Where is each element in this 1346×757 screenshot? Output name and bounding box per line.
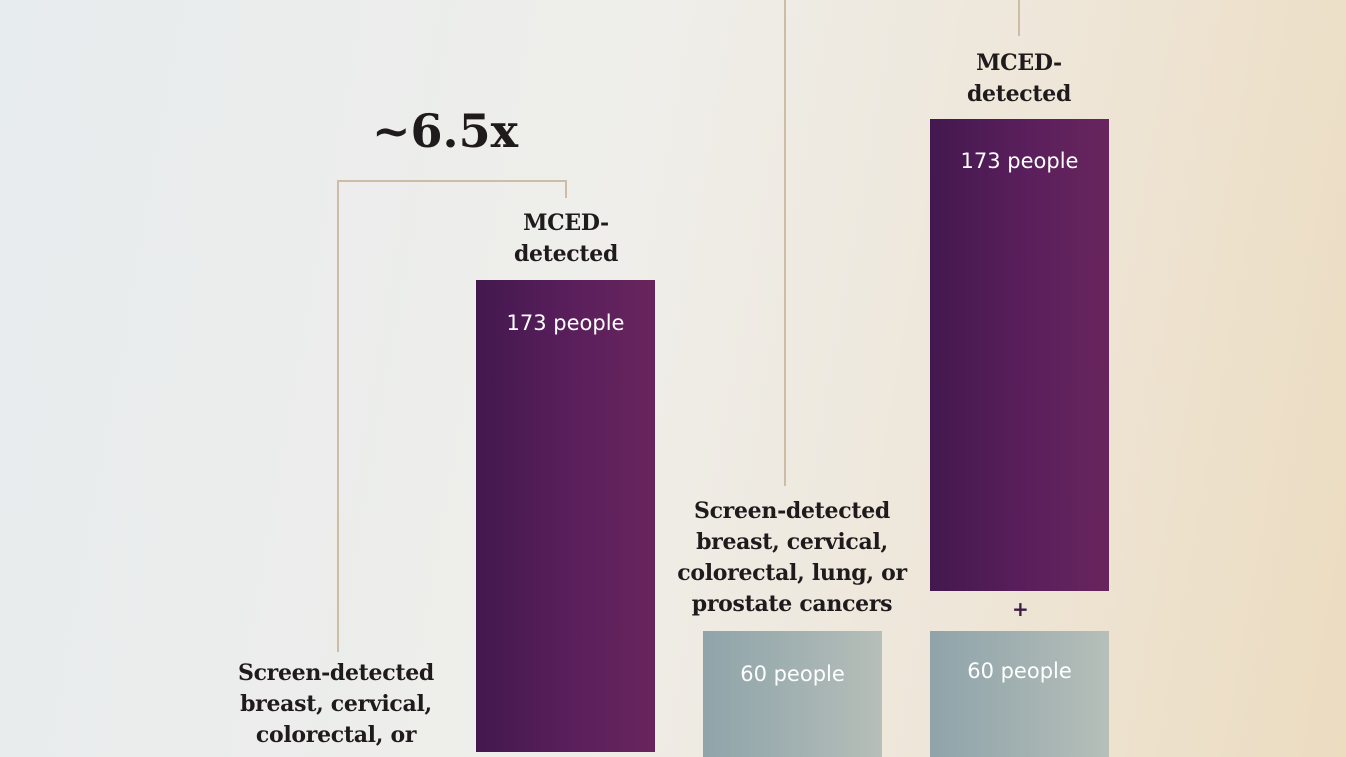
g2-screen-bar: 60 people xyxy=(703,631,882,757)
g2-screen-caption: Screen-detected breast, cervical, colore… xyxy=(672,496,912,620)
bracket-top-horizontal xyxy=(337,180,567,182)
g2-mced-caption-line-2: detected xyxy=(966,81,1072,107)
g1-mced-caption-line-2: detected xyxy=(513,241,619,267)
g2-stack-plus-sign: + xyxy=(1012,597,1029,621)
g2-mced-bar: 173 people xyxy=(930,119,1109,591)
bracket-left-vertical xyxy=(337,180,339,652)
g1-screen-caption-line-2: breast, cervical, xyxy=(240,691,432,717)
connector-mced-line xyxy=(1018,0,1020,36)
g2-mced-caption-line-1: MCED- xyxy=(976,50,1062,76)
g2-mced-caption: MCED- detected xyxy=(929,48,1109,110)
g1-mced-bar: 173 people xyxy=(476,280,655,752)
g2-stacked-screen-bar: 60 people xyxy=(930,631,1109,757)
g1-screen-caption: Screen-detected breast, cervical, colore… xyxy=(226,658,446,751)
g2-screen-caption-line-1: Screen-detected xyxy=(694,498,890,524)
g2-mced-value-label: 173 people xyxy=(960,149,1079,173)
g1-mced-value-label: 173 people xyxy=(506,311,625,335)
g1-screen-caption-line-1: Screen-detected xyxy=(238,660,434,686)
g2-screen-value-label: 60 people xyxy=(740,662,845,686)
g2-screen-caption-line-2: breast, cervical, xyxy=(696,529,888,555)
g1-screen-caption-line-3: colorectal, or xyxy=(255,722,417,748)
g2-stacked-screen-value-label: 60 people xyxy=(967,659,1072,683)
g2-screen-caption-line-4: prostate cancers xyxy=(691,591,893,617)
g1-mced-caption: MCED- detected xyxy=(476,208,656,270)
bracket-right-vertical xyxy=(565,180,567,198)
multiplier-annotation: ~6.5x xyxy=(372,104,518,158)
connector-screen-line xyxy=(784,0,786,486)
g1-mced-caption-line-1: MCED- xyxy=(523,210,609,236)
g2-screen-caption-line-3: colorectal, lung, or xyxy=(677,560,907,586)
